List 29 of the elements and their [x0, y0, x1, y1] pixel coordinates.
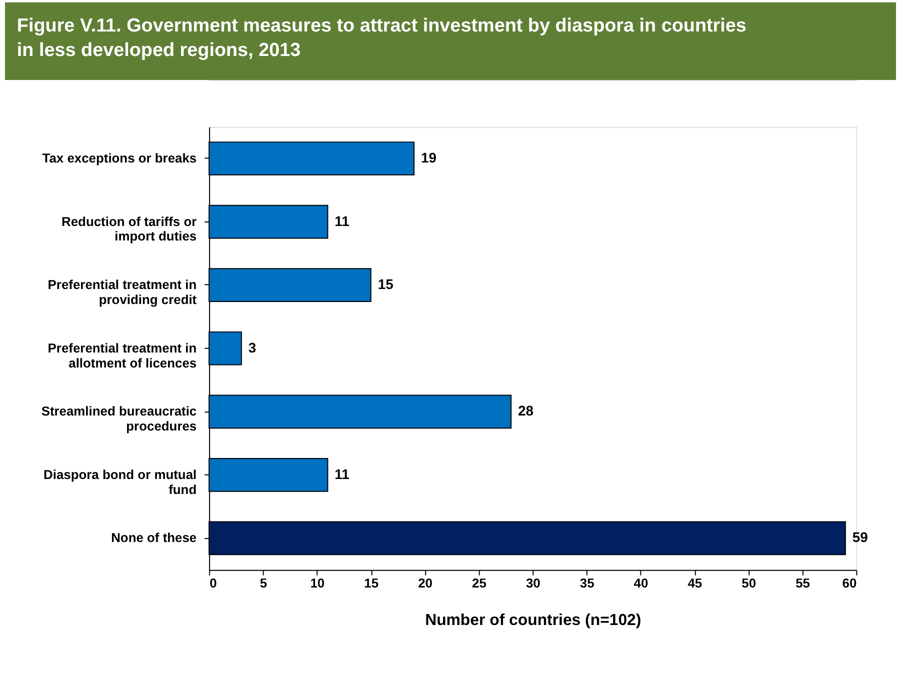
x-tick-label: 25 — [472, 575, 486, 590]
x-tick-label: 35 — [580, 575, 594, 590]
x-tick-label: 45 — [688, 575, 702, 590]
x-tick-label: 0 — [210, 575, 217, 590]
y-tick-label: Diaspora bond or mutual fund — [44, 466, 197, 497]
x-tick-label: 15 — [364, 575, 379, 590]
y-tick-label: None of these — [111, 530, 197, 546]
x-tick-label: 60 — [842, 575, 857, 590]
chart-title: Figure V.11. Government measures to attract investment by diaspora in countries in less developed regions, 2013 — [16, 15, 746, 62]
x-axis-title: Number of countries (n=102) — [425, 612, 642, 630]
data-label: 15 — [378, 276, 394, 292]
x-tick-label: 20 — [418, 575, 432, 590]
y-tick-label: Preferential treatment in providing credit — [48, 277, 198, 307]
x-tick-label: 30 — [526, 575, 540, 590]
data-label: 28 — [518, 402, 534, 419]
data-label: 11 — [334, 466, 350, 482]
y-tick-label: Reduction of tariffs or import duties — [62, 214, 197, 244]
x-tick-label: 5 — [260, 575, 268, 590]
y-tick-label: Tax exceptions or breaks — [42, 150, 197, 166]
y-tick-label: Preferential treatment in allotment of licences — [48, 340, 197, 370]
x-tick-label: 40 — [634, 575, 648, 590]
data-label: 11 — [334, 212, 350, 229]
y-tick-label: Streamlined bureaucratic procedures — [41, 404, 197, 434]
x-tick-label: 55 — [796, 575, 810, 590]
data-label: 59 — [852, 529, 868, 546]
data-label: 19 — [420, 149, 437, 166]
x-tick-label: 10 — [310, 575, 325, 590]
x-tick-label: 50 — [742, 575, 756, 590]
data-label: 3 — [248, 339, 256, 356]
